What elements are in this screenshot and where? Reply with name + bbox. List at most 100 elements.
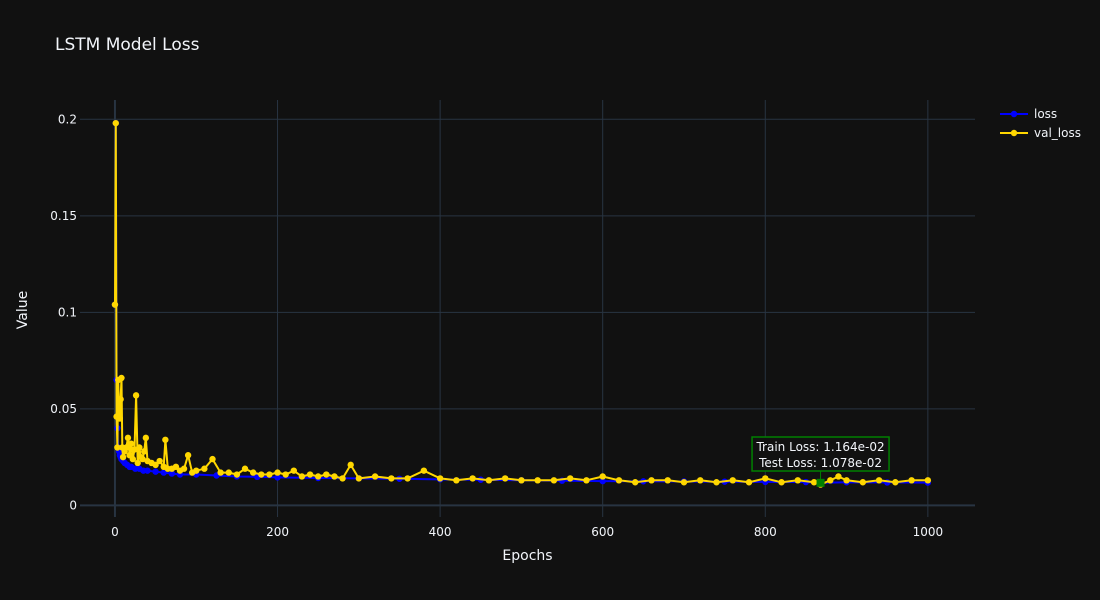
data-point-val_loss[interactable]	[892, 479, 899, 486]
data-point-val_loss[interactable]	[762, 475, 769, 482]
data-point-val_loss[interactable]	[566, 475, 574, 482]
data-point-val_loss[interactable]	[131, 446, 138, 453]
data-point-val_loss[interactable]	[420, 467, 428, 474]
data-point-val_loss[interactable]	[180, 465, 188, 472]
data-point-val_loss[interactable]	[117, 396, 124, 403]
data-point-val_loss[interactable]	[331, 473, 338, 480]
data-point-val_loss[interactable]	[485, 477, 493, 484]
data-point-loss[interactable]	[144, 467, 151, 474]
data-point-val_loss[interactable]	[436, 475, 444, 482]
data-point-val_loss[interactable]	[697, 477, 704, 484]
data-point-val_loss[interactable]	[388, 475, 395, 482]
data-point-val_loss[interactable]	[778, 479, 785, 486]
annotation-marker	[816, 478, 825, 487]
data-point-val_loss[interactable]	[355, 475, 363, 482]
data-point-val_loss[interactable]	[371, 473, 379, 480]
data-point-val_loss[interactable]	[114, 444, 121, 451]
data-point-val_loss[interactable]	[266, 471, 273, 478]
data-point-val_loss[interactable]	[713, 479, 720, 486]
data-point-val_loss[interactable]	[193, 467, 200, 474]
data-point-loss[interactable]	[168, 470, 176, 477]
data-point-val_loss[interactable]	[745, 479, 753, 486]
data-point-val_loss[interactable]	[112, 119, 119, 127]
legend-item-val_loss[interactable]: val_loss	[1000, 126, 1081, 140]
data-point-val_loss[interactable]	[339, 475, 346, 482]
data-point-val_loss[interactable]	[123, 444, 130, 451]
x-axis-label: Epochs	[502, 548, 552, 564]
data-point-val_loss[interactable]	[118, 374, 125, 382]
data-point-val_loss[interactable]	[680, 479, 688, 486]
series-val_loss[interactable]	[111, 119, 932, 488]
data-point-val_loss[interactable]	[404, 475, 411, 482]
data-point-val_loss[interactable]	[184, 452, 192, 459]
data-point-val_loss[interactable]	[550, 477, 558, 484]
data-point-val_loss[interactable]	[632, 479, 639, 486]
data-point-val_loss[interactable]	[225, 469, 232, 476]
data-point-val_loss[interactable]	[209, 455, 216, 463]
data-point-val_loss[interactable]	[217, 469, 224, 476]
data-point-val_loss[interactable]	[453, 477, 460, 484]
data-point-loss[interactable]	[274, 474, 281, 481]
data-point-val_loss[interactable]	[518, 477, 525, 484]
data-point-val_loss[interactable]	[729, 477, 736, 484]
data-point-val_loss[interactable]	[810, 479, 818, 486]
data-point-val_loss[interactable]	[664, 477, 671, 484]
data-point-val_loss[interactable]	[924, 477, 932, 484]
data-point-val_loss[interactable]	[141, 448, 148, 455]
data-point-val_loss[interactable]	[258, 471, 265, 478]
data-point-val_loss[interactable]	[162, 436, 169, 443]
annotation: Train Loss: 1.164e-02 Test Loss: 1.078e-0…	[751, 436, 890, 487]
data-point-val_loss[interactable]	[115, 405, 123, 413]
data-point-val_loss[interactable]	[298, 473, 306, 480]
data-point-val_loss[interactable]	[119, 453, 127, 461]
data-point-val_loss[interactable]	[124, 434, 132, 442]
data-point-val_loss[interactable]	[139, 455, 146, 463]
data-point-val_loss[interactable]	[201, 465, 208, 472]
data-point-val_loss[interactable]	[469, 475, 476, 482]
data-point-val_loss[interactable]	[128, 440, 135, 447]
data-point-val_loss[interactable]	[843, 477, 850, 484]
data-point-val_loss[interactable]	[615, 477, 623, 484]
data-point-val_loss[interactable]	[116, 415, 124, 422]
data-point-val_loss[interactable]	[152, 461, 159, 469]
y-tick-label: 0.15	[50, 209, 77, 223]
data-point-val_loss[interactable]	[290, 467, 297, 474]
data-point-loss[interactable]	[152, 468, 159, 475]
data-point-val_loss[interactable]	[134, 459, 141, 467]
data-point-val_loss[interactable]	[835, 473, 842, 480]
data-point-val_loss[interactable]	[908, 477, 915, 484]
data-point-val_loss[interactable]	[323, 471, 330, 478]
data-point-val_loss[interactable]	[859, 479, 867, 486]
data-point-val_loss[interactable]	[583, 477, 590, 484]
data-point-val_loss[interactable]	[233, 471, 241, 478]
tick-layer: 0 200 400 600 800 1000 0 0.05 0.1 0.15 0.2	[50, 112, 943, 539]
data-point-val_loss[interactable]	[129, 455, 137, 463]
data-point-val_loss[interactable]	[347, 461, 354, 469]
data-point-val_loss[interactable]	[599, 473, 606, 480]
data-point-val_loss[interactable]	[241, 465, 249, 472]
y-tick-label: 0.05	[50, 402, 77, 416]
data-point-loss[interactable]	[599, 477, 606, 485]
data-point-val_loss[interactable]	[132, 392, 140, 399]
data-point-val_loss[interactable]	[827, 477, 834, 484]
data-point-val_loss[interactable]	[172, 463, 180, 471]
data-point-val_loss[interactable]	[282, 471, 289, 478]
legend[interactable]: loss val_loss	[1000, 107, 1081, 140]
data-point-val_loss[interactable]	[875, 477, 883, 484]
data-point-val_loss[interactable]	[306, 471, 314, 478]
data-point-val_loss[interactable]	[648, 477, 655, 484]
data-point-val_loss[interactable]	[501, 475, 509, 482]
data-point-val_loss[interactable]	[534, 477, 541, 484]
data-point-val_loss[interactable]	[274, 469, 281, 476]
grid-layer	[80, 100, 975, 517]
data-point-val_loss[interactable]	[314, 473, 322, 480]
data-point-loss[interactable]	[160, 469, 167, 476]
data-point-val_loss[interactable]	[249, 469, 257, 476]
data-point-val_loss[interactable]	[156, 457, 163, 465]
legend-item-loss[interactable]: loss	[1000, 107, 1057, 121]
data-point-val_loss[interactable]	[111, 301, 119, 308]
data-point-val_loss[interactable]	[142, 434, 150, 442]
data-point-val_loss[interactable]	[136, 444, 143, 451]
data-point-val_loss[interactable]	[794, 477, 801, 484]
